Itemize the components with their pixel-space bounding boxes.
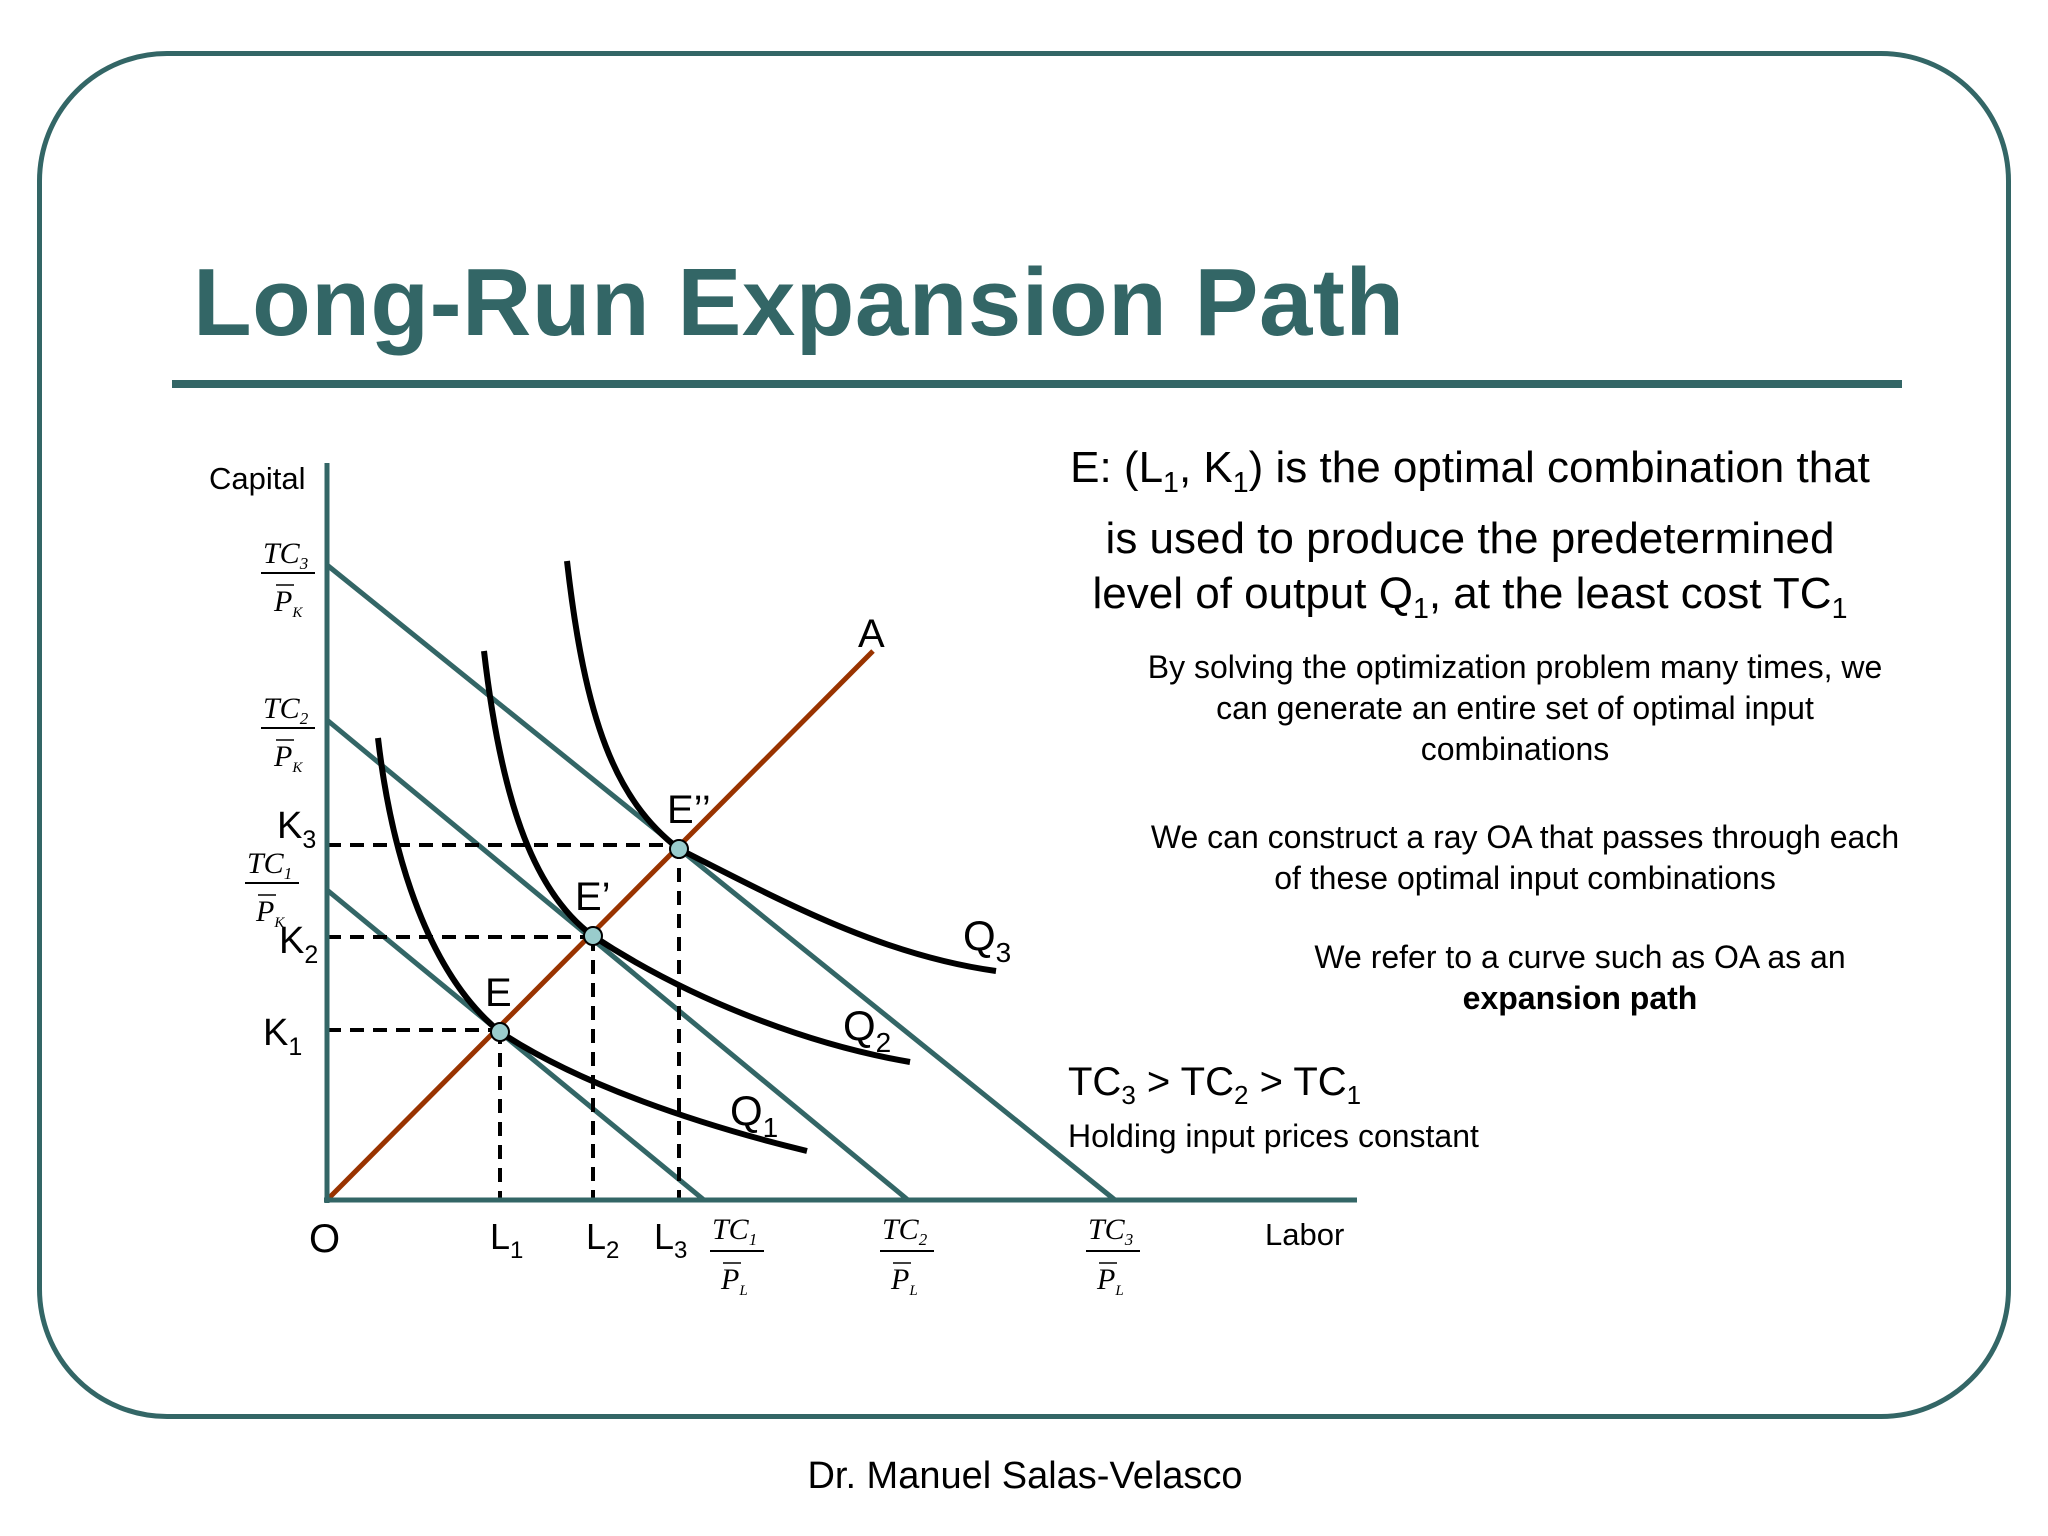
svg-text:PK: PK [273,585,303,621]
isoquant-q3 [564,560,997,974]
q3-label: Q3 [963,912,1011,968]
point-e-prime-label: E’ [575,875,611,919]
svg-text:TC2: TC2 [882,1213,928,1249]
ray-paragraph: We can construct a ray OA that passes th… [1150,819,1900,896]
optimization-paragraph: By solving the optimization problem many… [1147,649,1883,767]
expansion-path-ray [325,649,875,1202]
svg-text:TC3: TC3 [1088,1213,1133,1249]
point-e-prime [583,926,603,946]
svg-text:PK: PK [255,895,285,931]
svg-text:PL: PL [720,1263,748,1299]
main-statement-line-3: level of output Q1, at the least cost TC… [1092,568,1848,625]
point-e-double-prime [669,839,689,859]
author-credit: Dr. Manuel Salas-Velasco [807,1455,1243,1497]
slide-frame [37,51,2011,1419]
expansion-path-term: expansion path [1462,980,1698,1016]
ray-label: A [858,612,885,656]
main-statement-line-1: E: (L1, K1) is the optimal combination t… [1070,443,1870,499]
svg-text:PK: PK [273,740,303,776]
expansion-path-paragraph: We refer to a curve such as OA as an exp… [1250,937,1910,1019]
q1-label: Q1 [730,1087,778,1143]
svg-text:TC3: TC3 [263,537,308,573]
k1-label: K1 [263,1012,302,1061]
q2-label: Q2 [843,1002,891,1058]
point-e [490,1022,510,1042]
k3-label: K3 [277,805,316,854]
x-axis-label: Labor [1265,1217,1344,1252]
title-divider [172,380,1902,388]
intercept-tc2-pk: TC2 PK [261,692,315,776]
holding-prices-note: Holding input prices constant [1068,1118,1479,1154]
intercept-tc3-pk: TC3 PK [261,537,315,621]
tc-inequality: TC3 > TC2 > TC1 [1068,1060,1362,1110]
isocost-line-tc2 [325,718,910,1202]
svg-text:TC1: TC1 [247,847,292,883]
point-e-label: E [485,971,512,1015]
intercept-tc2-pl: TC2 PL [880,1213,934,1299]
svg-text:TC1: TC1 [712,1213,757,1249]
point-e-double-prime-label: E’’ [667,788,711,832]
slide-title: Long-Run Expansion Path [193,249,1405,356]
l3-label: L3 [654,1216,687,1264]
l2-label: L2 [586,1216,619,1264]
isocost-line-tc3 [325,563,1117,1202]
k2-label: K2 [279,920,318,969]
intercept-tc1-pk: TC1 PK [245,847,299,931]
svg-text:PL: PL [1096,1263,1124,1299]
origin-label: O [309,1217,340,1261]
svg-text:TC2: TC2 [263,692,309,728]
y-axis-label: Capital [209,461,306,496]
intercept-tc1-pl: TC1 PL [710,1213,764,1299]
l1-label: L1 [490,1216,523,1264]
main-statement-line-2: is used to produce the predetermined [1105,513,1835,563]
svg-text:PL: PL [890,1263,918,1299]
main-statement: E: (L1, K1) is the optimal combination t… [1040,440,1900,637]
expansion-path-prefix: We refer to a curve such as OA as an [1314,939,1846,975]
intercept-tc3-pl: TC3 PL [1086,1213,1140,1299]
